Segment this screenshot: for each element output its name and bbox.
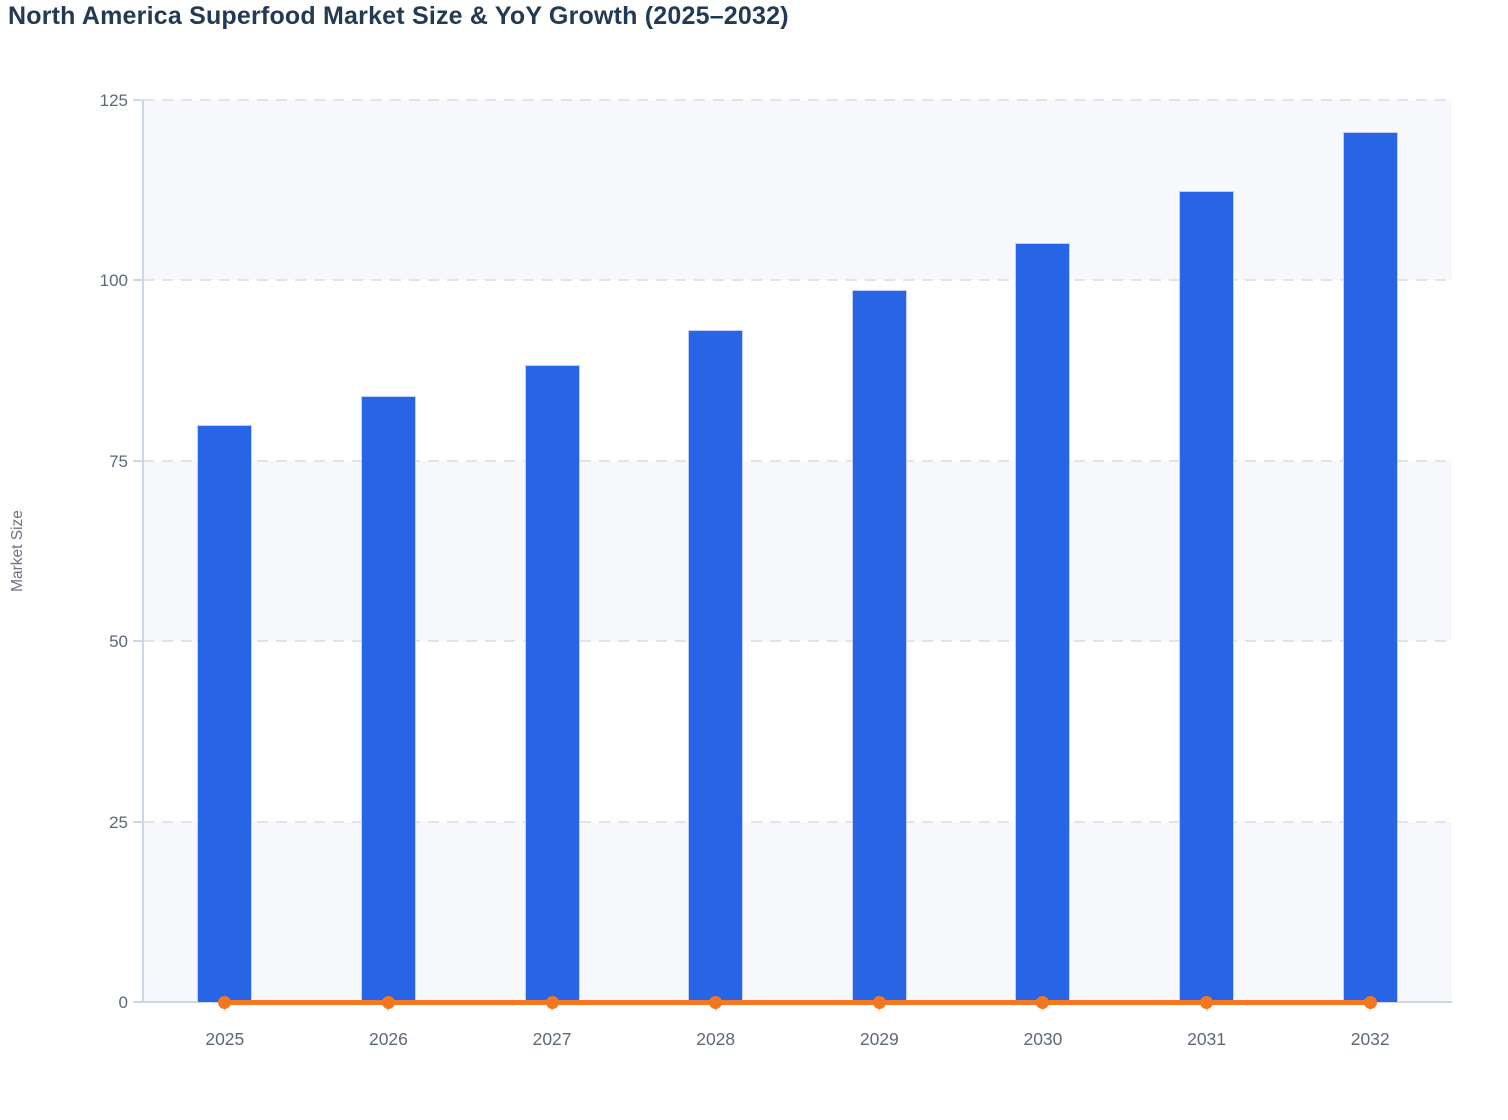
chart-title: North America Superfood Market Size & Yo… bbox=[8, 2, 789, 30]
x-tick-label-2028: 2028 bbox=[696, 1029, 736, 1049]
y-tick-label-75: 75 bbox=[109, 451, 128, 471]
plot-band-0-25 bbox=[143, 821, 1452, 1002]
bar-2026[interactable] bbox=[360, 395, 416, 1002]
bar-2031[interactable] bbox=[1179, 190, 1235, 1002]
yoy-marker-2031[interactable] bbox=[1200, 995, 1214, 1009]
y-tick-25 bbox=[133, 820, 142, 823]
yoy-marker-2028[interactable] bbox=[709, 995, 723, 1009]
bar-2025[interactable] bbox=[197, 424, 253, 1002]
x-tick-label-2030: 2030 bbox=[1023, 1029, 1063, 1049]
bar-2028[interactable] bbox=[688, 330, 744, 1002]
yoy-marker-2032[interactable] bbox=[1363, 995, 1377, 1009]
yoy-marker-2030[interactable] bbox=[1036, 995, 1050, 1009]
bar-2030[interactable] bbox=[1015, 242, 1071, 1002]
y-tick-100 bbox=[133, 279, 142, 282]
y-tick-50 bbox=[133, 640, 142, 643]
y-tick-label-100: 100 bbox=[99, 271, 128, 291]
bar-2029[interactable] bbox=[851, 289, 907, 1002]
y-tick-label-50: 50 bbox=[109, 632, 128, 652]
y-tick-label-0: 0 bbox=[118, 993, 128, 1012]
gridline-125 bbox=[143, 99, 1452, 101]
x-tick-label-2025: 2025 bbox=[205, 1029, 245, 1049]
x-tick-label-2027: 2027 bbox=[532, 1029, 572, 1049]
y-tick-0 bbox=[133, 1001, 142, 1003]
yoy-marker-2029[interactable] bbox=[872, 995, 886, 1009]
y-axis-line bbox=[142, 100, 144, 1002]
plot-band-100-125 bbox=[143, 100, 1452, 281]
yoy-growth-line[interactable] bbox=[224, 999, 1371, 1005]
bar-2027[interactable] bbox=[524, 364, 580, 1002]
y-tick-label-125: 125 bbox=[99, 91, 128, 110]
y-tick-125 bbox=[133, 99, 142, 101]
plot-band-50-75 bbox=[143, 460, 1452, 642]
gridline-100 bbox=[143, 279, 1452, 282]
yoy-marker-2026[interactable] bbox=[381, 995, 395, 1009]
y-tick-75 bbox=[133, 459, 142, 462]
plot-area: 0 25 50 75 100 125 2025 2026 2027 2028 2029 2030 203… bbox=[100, 92, 1452, 1048]
x-tick-label-2029: 2029 bbox=[859, 1029, 899, 1049]
y-tick-label-25: 25 bbox=[109, 812, 128, 832]
yoy-marker-2027[interactable] bbox=[545, 995, 559, 1009]
gridline-25 bbox=[143, 820, 1452, 823]
bar-2032[interactable] bbox=[1342, 131, 1398, 1002]
x-tick-label-2026: 2026 bbox=[368, 1029, 408, 1049]
gridline-50 bbox=[143, 640, 1452, 643]
gridline-75 bbox=[143, 459, 1452, 462]
yoy-marker-2025[interactable] bbox=[218, 995, 232, 1009]
x-tick-label-2032: 2032 bbox=[1350, 1029, 1390, 1049]
x-tick-label-2031: 2031 bbox=[1187, 1029, 1227, 1049]
y-axis-title-text: Market Size bbox=[9, 510, 26, 592]
